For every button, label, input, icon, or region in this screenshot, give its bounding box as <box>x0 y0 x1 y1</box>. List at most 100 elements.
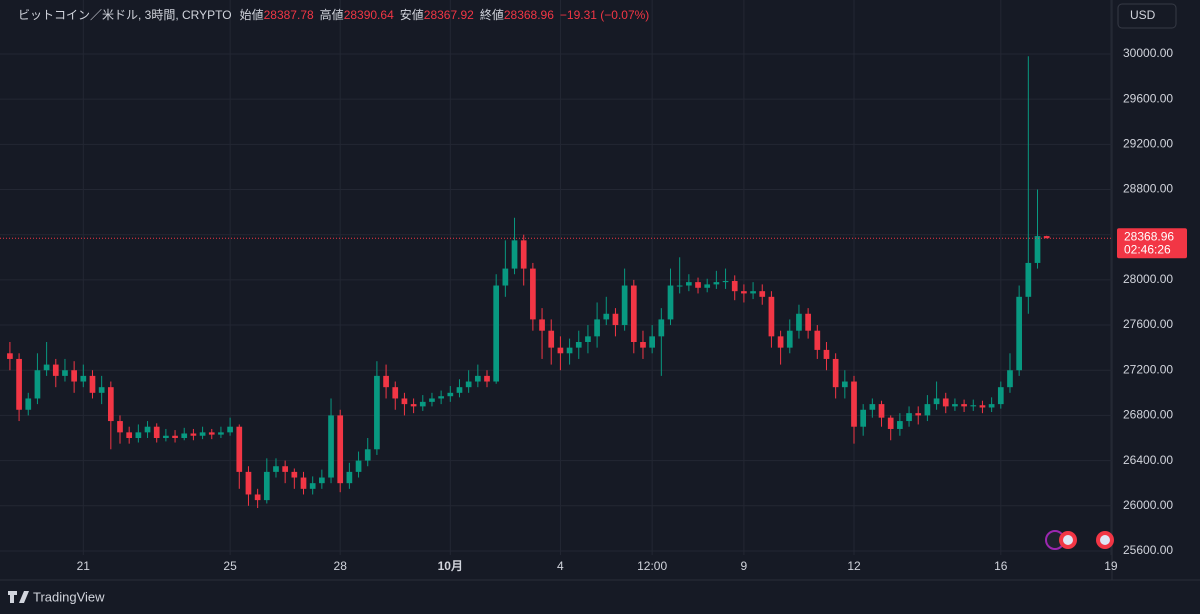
candle-body <box>924 404 931 416</box>
x-tick-label: 28 <box>334 559 348 573</box>
event-icons <box>1045 530 1114 550</box>
candle-body <box>401 398 408 405</box>
candle-body <box>704 284 711 288</box>
y-tick-label: 30000.00 <box>1123 46 1173 60</box>
candle-body <box>823 349 830 359</box>
candle-body <box>713 282 720 285</box>
candle-body <box>887 417 894 429</box>
last-price-label: 28368.96 <box>1124 229 1174 243</box>
candle-body <box>1034 236 1041 263</box>
x-tick-label: 19 <box>1104 559 1118 573</box>
candle-body <box>814 330 821 350</box>
ohlc-value: 28367.92 <box>424 8 474 22</box>
candle-body <box>43 364 50 371</box>
candle-body <box>520 240 527 269</box>
grid <box>0 0 1112 555</box>
candle-body <box>970 405 977 407</box>
candle-body <box>419 401 426 407</box>
candle-body <box>676 285 683 287</box>
y-tick-label: 29200.00 <box>1123 137 1173 151</box>
candle-body <box>208 432 215 435</box>
event-icon-flag <box>1063 535 1073 545</box>
countdown-label: 02:46:26 <box>1124 242 1171 256</box>
x-tick-label: 4 <box>557 559 564 573</box>
candle-body <box>649 336 655 348</box>
candle-body <box>163 435 169 438</box>
candle-body <box>181 433 188 438</box>
x-tick-label: 12:00 <box>637 559 667 573</box>
y-tick-label: 27200.00 <box>1123 362 1173 376</box>
x-tick-label: 12 <box>847 559 861 573</box>
candle-body <box>630 285 637 342</box>
candle-body <box>841 381 848 388</box>
candle-body <box>585 336 591 342</box>
candle-body <box>199 432 206 436</box>
candle-body <box>429 398 435 402</box>
candles <box>0 56 1112 509</box>
candle-body <box>557 347 564 354</box>
candle-body <box>355 460 362 472</box>
candle-body <box>805 313 811 331</box>
candle-body <box>89 375 96 393</box>
y-tick-label: 29600.00 <box>1123 91 1173 105</box>
candle-body <box>218 432 224 435</box>
candle-body <box>392 387 399 399</box>
y-tick-label: 26400.00 <box>1123 453 1173 467</box>
x-tick-label: 16 <box>994 559 1008 573</box>
candle-body <box>731 281 738 292</box>
candle-body <box>997 387 1004 405</box>
candle-body <box>786 330 793 348</box>
ohlc-label: 終値 <box>480 7 504 22</box>
candle-body <box>374 375 380 450</box>
candle-body <box>667 285 674 320</box>
y-tick-label: 26000.00 <box>1123 498 1173 512</box>
candle-body <box>7 353 13 359</box>
candle-body <box>897 421 903 429</box>
candle-body <box>933 398 940 405</box>
x-tick-label: 9 <box>741 559 748 573</box>
ohlc-label: 始値 <box>240 7 264 22</box>
candle-body <box>190 433 197 436</box>
candle-body <box>117 421 123 433</box>
candle-body <box>245 471 252 495</box>
candle-body <box>979 405 986 408</box>
candle-body <box>878 404 885 418</box>
candle-body <box>695 282 701 288</box>
candle-body <box>291 471 298 478</box>
candle-body <box>1025 262 1032 297</box>
candle-body <box>328 415 334 478</box>
candle-body <box>603 313 610 320</box>
candle-body <box>484 375 490 382</box>
candle-body <box>25 398 32 410</box>
candle-body <box>915 413 922 416</box>
ohlc-value: 28368.96 <box>504 8 554 22</box>
candle-body <box>254 494 261 501</box>
candle-body <box>860 409 867 427</box>
candle-body <box>383 375 389 388</box>
candle-body <box>832 358 839 388</box>
candle-body <box>1007 370 1013 388</box>
candle-body <box>447 392 454 397</box>
currency-button[interactable] <box>1117 3 1177 29</box>
x-tick-label: 25 <box>223 559 237 573</box>
currency-label[interactable]: USD <box>1130 8 1156 22</box>
brand: TradingView <box>8 589 105 604</box>
candle-body <box>410 404 417 407</box>
candle-body <box>135 432 142 438</box>
candle-body <box>346 471 353 484</box>
brand-name: TradingView <box>33 589 105 604</box>
candle-body <box>530 268 536 320</box>
candle-body <box>107 387 114 422</box>
ohlc-value: 28387.78 <box>264 8 314 22</box>
candle-body <box>144 426 151 433</box>
symbol-title: ビットコイン／米ドル, 3時間, CRYPTO <box>18 8 232 22</box>
candle-body <box>594 319 600 337</box>
candle-body <box>869 404 876 410</box>
candle-body <box>566 347 573 354</box>
candle-body <box>227 426 233 433</box>
candle-body <box>126 432 133 438</box>
candle-body <box>539 319 545 331</box>
candle-body <box>658 319 665 337</box>
candle-body <box>686 282 692 286</box>
candle-body <box>273 466 279 472</box>
